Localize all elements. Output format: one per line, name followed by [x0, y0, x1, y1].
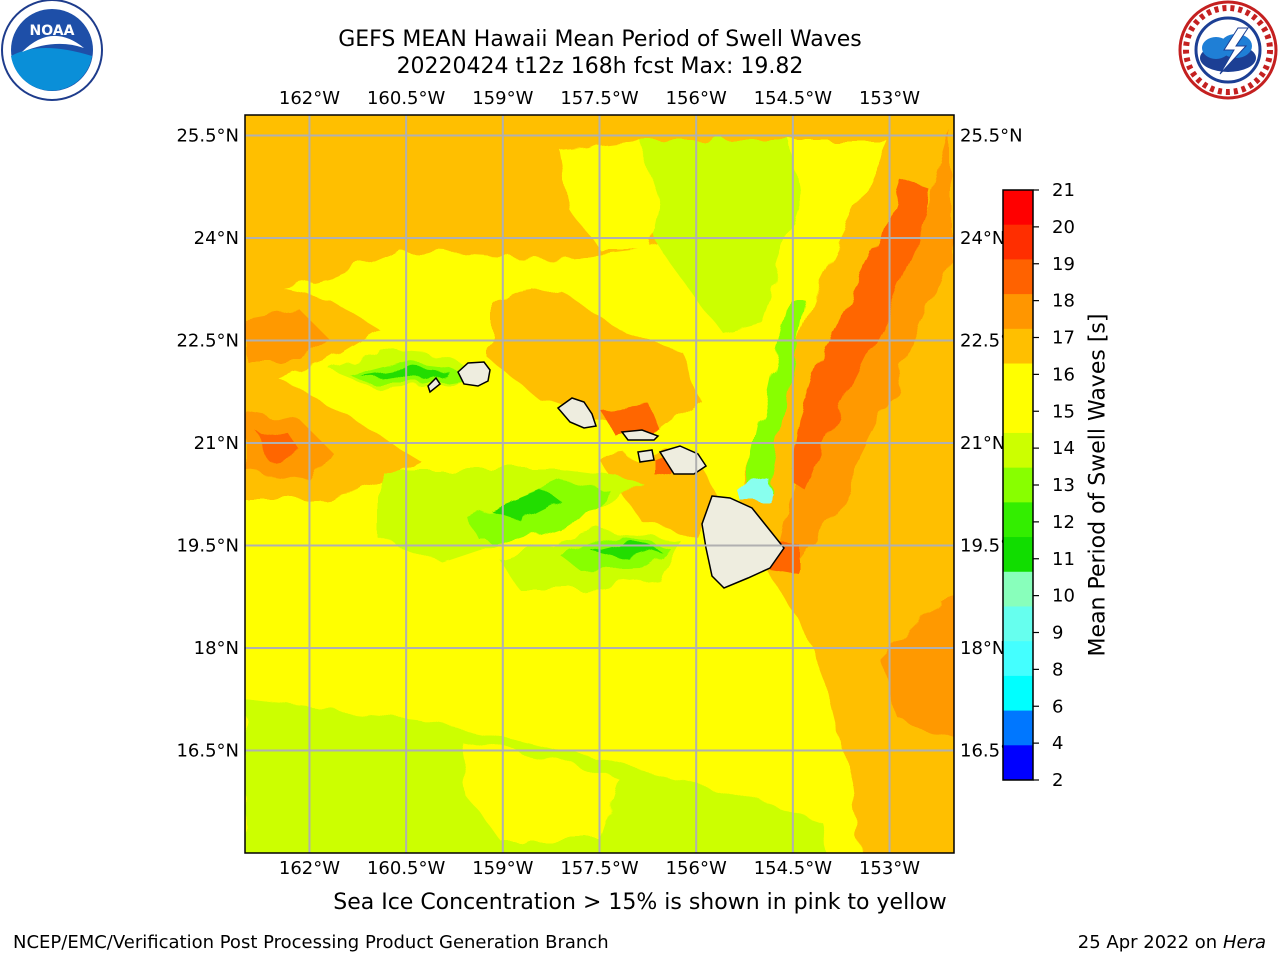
colorbar-tick-label: 19 [1052, 254, 1075, 275]
lon-tick-label: 160.5°W [367, 858, 446, 879]
footer-date: 25 Apr 2022 on Hera [1078, 932, 1266, 953]
svg-text:NOAA: NOAA [30, 23, 75, 39]
lon-tick-label: 157.5°W [560, 858, 639, 879]
lon-tick-label: 159°W [472, 858, 533, 879]
nws-logo [1178, 0, 1278, 100]
lon-tick-label: 160.5°W [367, 88, 446, 109]
lon-tick-label: 162°W [279, 858, 340, 879]
colorbar-band [1003, 398, 1033, 434]
colorbar-tick-label: 2 [1052, 770, 1063, 791]
colorbar-tick-label: 15 [1052, 401, 1075, 422]
colorbar-band [1003, 190, 1033, 226]
lat-tick-label-left: 24°N [194, 228, 239, 249]
colorbar-band [1003, 606, 1033, 642]
footer-branch: NCEP/EMC/Verification Post Processing Pr… [13, 932, 609, 953]
lon-tick-label: 157.5°W [560, 88, 639, 109]
colorbar-tick-label: 18 [1052, 291, 1075, 312]
colorbar-band [1003, 328, 1033, 365]
lat-tick-label-left: 19.5°N [176, 536, 239, 557]
lon-tick-label: 154.5°W [754, 858, 833, 879]
colorbar-band [1003, 710, 1033, 746]
noaa-logo: NOAA [1, 0, 103, 101]
lon-tick-label: 162°W [279, 88, 340, 109]
colorbar-tick-label: 17 [1052, 328, 1075, 349]
colorbar-band [1003, 432, 1033, 469]
colorbar-tick-label: 9 [1052, 623, 1063, 644]
lon-tick-label: 159°W [472, 88, 533, 109]
colorbar-label: Mean Period of Swell Waves [s] [1085, 313, 1111, 657]
map-grid [245, 115, 954, 853]
colorbar-tick-label: 6 [1052, 696, 1063, 717]
colorbar-band [1003, 745, 1033, 781]
lat-tick-label-right: 21°N [960, 433, 1005, 454]
chart-subtitle: 20220424 t12z 168h fcst Max: 19.82 [396, 54, 804, 79]
footer-date-text: 25 Apr 2022 on [1077, 932, 1223, 953]
swell-field [245, 115, 954, 853]
colorbar-band [1003, 675, 1033, 712]
colorbar-tick-label: 8 [1052, 659, 1063, 680]
colorbar: 21 20 19 18 17 16 15 14 13 12 11 10 9 8 6 4 2 [1002, 180, 1075, 791]
colorbar-tick-label: 16 [1052, 364, 1075, 385]
lon-tick-label: 156°W [666, 858, 727, 879]
colorbar-tick-label: 12 [1052, 512, 1075, 533]
colorbar-band [1003, 641, 1033, 677]
colorbar-band [1003, 502, 1033, 538]
colorbar-band [1003, 363, 1033, 399]
colorbar-tick-label: 4 [1052, 733, 1063, 754]
lon-tick-label: 156°W [666, 88, 727, 109]
colorbar-tick-label: 11 [1052, 549, 1075, 570]
lat-tick-label-left: 18°N [194, 638, 239, 659]
lon-tick-label: 153°W [859, 858, 920, 879]
colorbar-tick-label: 10 [1052, 586, 1075, 607]
lat-tick-label-right: 24°N [960, 228, 1005, 249]
colorbar-tick-label: 13 [1052, 475, 1075, 496]
lat-tick-label-left: 21°N [194, 433, 239, 454]
lat-tick-label-right: 18°N [960, 638, 1005, 659]
sea-ice-caption: Sea Ice Concentration > 15% is shown in … [333, 890, 947, 915]
colorbar-band [1003, 294, 1033, 330]
lat-tick-label-left: 16.5°N [176, 741, 239, 762]
lat-tick-label-left: 22.5°N [176, 331, 239, 352]
colorbar-band [1003, 467, 1033, 503]
colorbar-band [1003, 537, 1033, 573]
chart-title: GEFS MEAN Hawaii Mean Period of Swell Wa… [338, 27, 862, 52]
colorbar-tick-label: 14 [1052, 438, 1075, 459]
lat-tick-label-left: 25.5°N [176, 126, 239, 147]
colorbar-tick-label: 20 [1052, 217, 1075, 238]
lon-tick-label: 153°W [859, 88, 920, 109]
colorbar-tick-label: 21 [1052, 180, 1075, 201]
colorbar-band [1003, 571, 1033, 607]
islands [427, 361, 785, 589]
lat-tick-label-right: 25.5°N [960, 126, 1023, 147]
footer-machine: Hera [1222, 932, 1266, 953]
colorbar-band [1003, 224, 1033, 260]
lon-tick-label: 154.5°W [754, 88, 833, 109]
map-frame [244, 114, 955, 854]
colorbar-band [1003, 259, 1033, 295]
